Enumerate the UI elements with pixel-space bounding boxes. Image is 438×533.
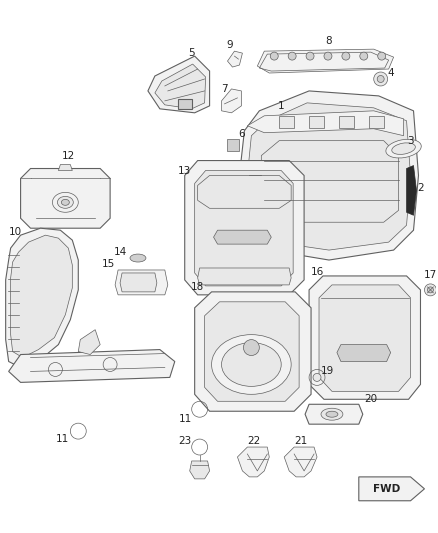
Ellipse shape	[53, 192, 78, 212]
Ellipse shape	[57, 196, 73, 208]
Polygon shape	[214, 230, 271, 244]
FancyBboxPatch shape	[339, 116, 354, 128]
Text: 16: 16	[311, 267, 324, 277]
Text: 7: 7	[221, 84, 228, 94]
Circle shape	[244, 340, 259, 356]
Text: 3: 3	[407, 136, 414, 146]
Text: 15: 15	[102, 259, 115, 269]
Polygon shape	[247, 103, 410, 250]
Polygon shape	[194, 171, 293, 286]
Polygon shape	[284, 447, 317, 477]
Text: 14: 14	[113, 247, 127, 257]
Text: 6: 6	[238, 128, 245, 139]
Text: 2: 2	[417, 183, 424, 193]
Polygon shape	[205, 302, 299, 401]
Text: 10: 10	[9, 227, 22, 237]
Circle shape	[324, 52, 332, 60]
Circle shape	[342, 52, 350, 60]
Polygon shape	[58, 165, 72, 171]
Circle shape	[374, 72, 388, 86]
Text: 21: 21	[294, 436, 308, 446]
Circle shape	[313, 374, 321, 382]
Text: 19: 19	[320, 367, 334, 376]
Ellipse shape	[222, 343, 281, 386]
Ellipse shape	[326, 411, 338, 417]
Polygon shape	[198, 268, 291, 285]
Polygon shape	[78, 330, 100, 354]
Polygon shape	[115, 270, 168, 295]
Text: 11: 11	[56, 434, 69, 444]
Text: 4: 4	[387, 68, 394, 78]
Polygon shape	[258, 49, 394, 73]
Polygon shape	[237, 447, 269, 477]
Text: 9: 9	[226, 40, 233, 50]
Circle shape	[288, 52, 296, 60]
Text: 17: 17	[424, 270, 437, 280]
Ellipse shape	[321, 408, 343, 420]
Circle shape	[360, 52, 368, 60]
Polygon shape	[359, 477, 424, 501]
Polygon shape	[222, 89, 241, 113]
Circle shape	[377, 76, 384, 83]
Polygon shape	[247, 111, 403, 136]
FancyBboxPatch shape	[178, 99, 192, 109]
Ellipse shape	[212, 335, 291, 394]
Text: 20: 20	[364, 394, 377, 405]
Polygon shape	[148, 56, 210, 113]
Text: 11: 11	[179, 414, 192, 424]
FancyBboxPatch shape	[279, 116, 294, 128]
Text: 8: 8	[325, 36, 332, 46]
Polygon shape	[155, 64, 205, 109]
Circle shape	[427, 287, 434, 293]
Polygon shape	[319, 285, 410, 391]
Text: 5: 5	[188, 48, 195, 58]
Ellipse shape	[130, 254, 146, 262]
Text: 18: 18	[191, 282, 204, 292]
Text: 13: 13	[178, 166, 191, 175]
Polygon shape	[309, 276, 420, 399]
FancyBboxPatch shape	[309, 116, 324, 128]
Text: 1: 1	[278, 101, 285, 111]
Polygon shape	[190, 461, 210, 479]
Polygon shape	[305, 404, 363, 424]
Circle shape	[306, 52, 314, 60]
Text: 12: 12	[62, 151, 75, 160]
Polygon shape	[337, 345, 391, 361]
Polygon shape	[120, 273, 157, 292]
FancyBboxPatch shape	[227, 139, 240, 151]
Polygon shape	[11, 235, 72, 358]
Polygon shape	[227, 51, 242, 67]
Polygon shape	[21, 168, 110, 228]
Polygon shape	[9, 350, 175, 382]
Polygon shape	[194, 292, 311, 411]
Circle shape	[270, 52, 278, 60]
Polygon shape	[240, 91, 418, 260]
Polygon shape	[6, 228, 78, 367]
Polygon shape	[185, 160, 304, 295]
Polygon shape	[406, 166, 417, 215]
Text: 23: 23	[178, 436, 191, 446]
Circle shape	[378, 52, 386, 60]
Text: FWD: FWD	[373, 484, 400, 494]
Text: 22: 22	[248, 436, 261, 446]
Ellipse shape	[386, 139, 421, 158]
Ellipse shape	[392, 143, 415, 155]
Ellipse shape	[61, 199, 69, 205]
Circle shape	[424, 284, 436, 296]
FancyBboxPatch shape	[369, 116, 384, 128]
